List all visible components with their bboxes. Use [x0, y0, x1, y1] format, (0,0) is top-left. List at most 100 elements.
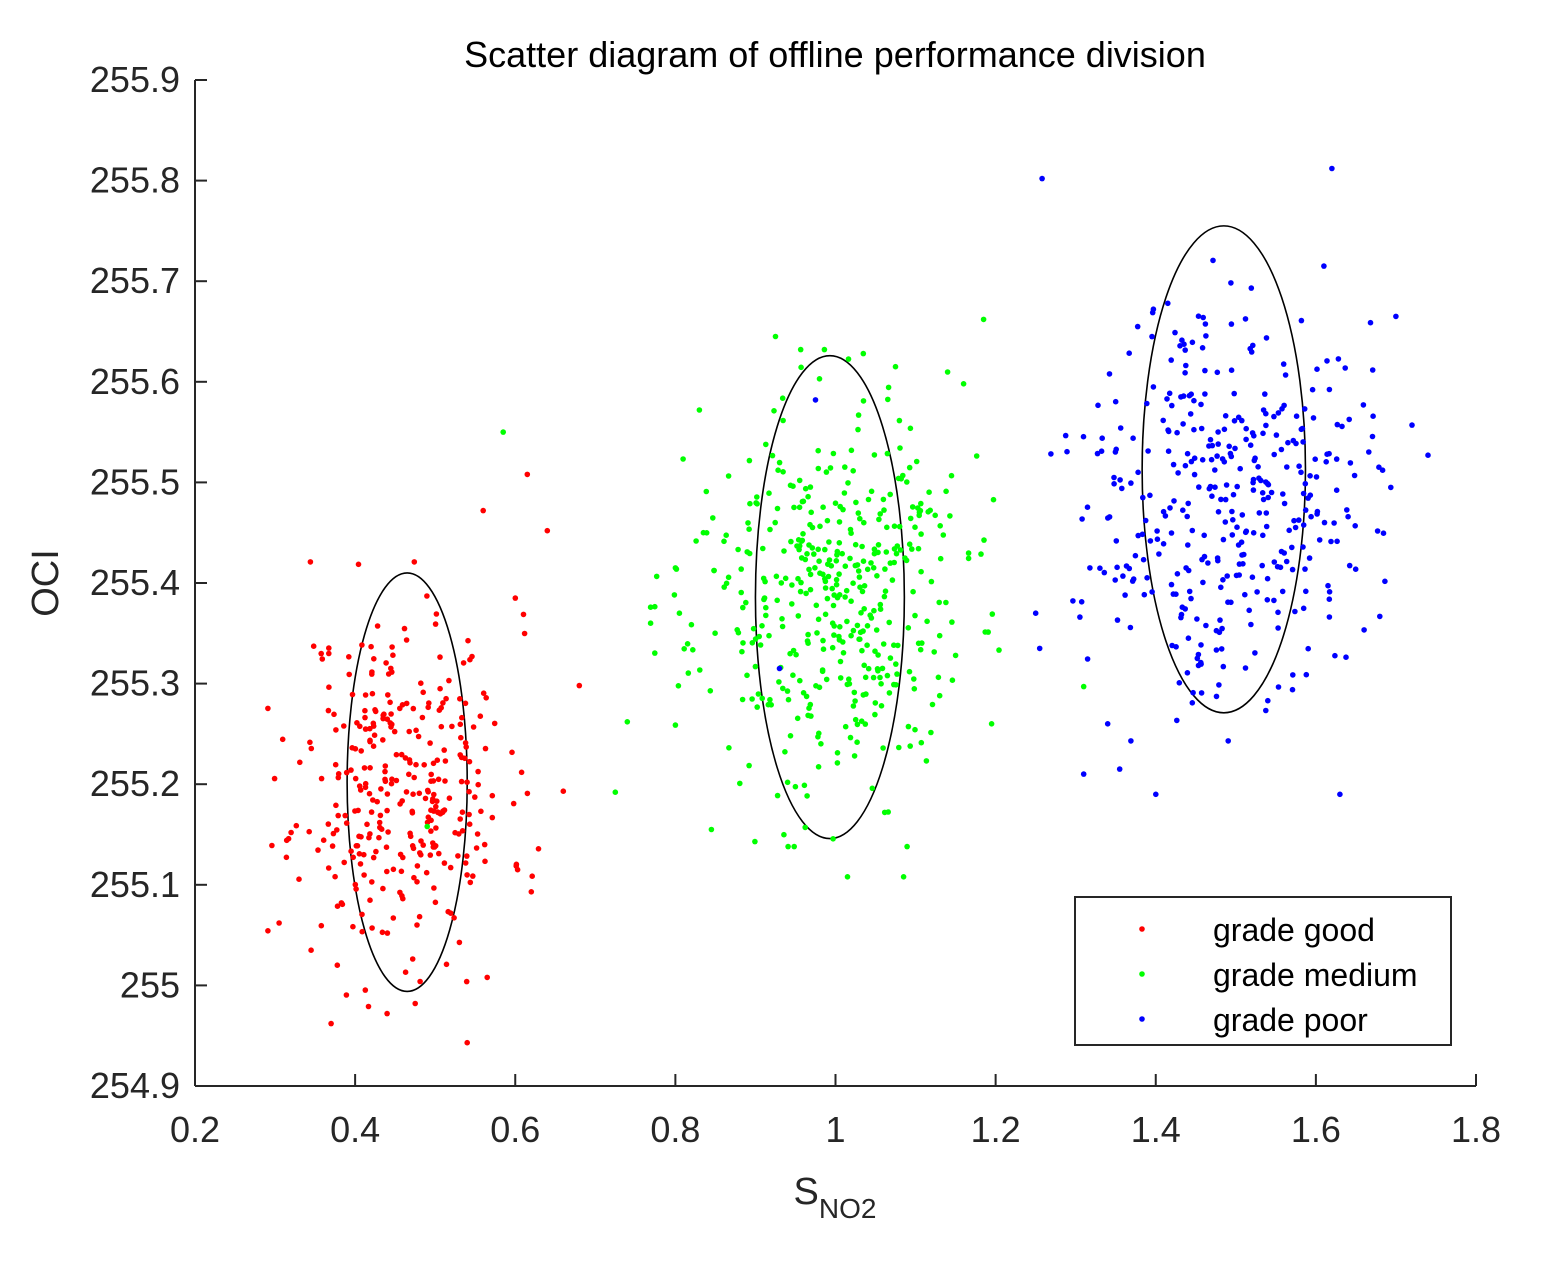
data-point-grade-poor	[1331, 520, 1337, 526]
data-point-grade-medium	[990, 496, 997, 503]
data-point-grade-good	[458, 778, 465, 785]
data-point-grade-medium	[915, 505, 921, 511]
x-tick-label: 0.6	[490, 1109, 540, 1150]
data-point-grade-poor	[1231, 418, 1238, 424]
data-point-grade-good	[356, 833, 362, 840]
data-point-grade-medium	[785, 843, 791, 850]
data-point-grade-good	[378, 786, 384, 792]
data-point-grade-poor	[1144, 575, 1150, 581]
data-point-grade-good	[472, 794, 478, 800]
data-point-grade-medium	[893, 661, 899, 667]
data-point-grade-good	[384, 930, 391, 936]
data-point-grade-medium	[840, 650, 847, 656]
data-point-grade-poor	[1203, 622, 1209, 629]
data-point-grade-poor	[1234, 524, 1240, 530]
data-point-grade-good	[428, 771, 435, 778]
legend-marker-poor	[1139, 1016, 1145, 1022]
data-point-grade-good	[366, 834, 372, 841]
data-point-grade-medium	[780, 469, 786, 475]
data-point-grade-poor	[1201, 553, 1208, 560]
data-point-grade-medium	[712, 630, 718, 636]
data-point-grade-poor	[1173, 644, 1179, 650]
data-point-grade-poor	[1208, 456, 1215, 463]
data-point-grade-medium	[824, 595, 831, 602]
data-point-grade-poor	[1149, 589, 1155, 595]
data-point-grade-good	[329, 843, 336, 849]
data-point-grade-medium	[759, 695, 765, 702]
data-point-grade-medium	[857, 584, 863, 590]
data-point-grade-poor	[1290, 437, 1297, 444]
data-point-grade-poor	[1409, 422, 1415, 428]
data-point-grade-poor	[1184, 513, 1190, 520]
data-point-grade-poor	[1314, 511, 1320, 517]
data-point-grade-good	[399, 702, 406, 708]
data-point-grade-medium	[855, 426, 861, 433]
y-tick-label: 255	[120, 964, 180, 1005]
data-point-grade-medium	[870, 565, 877, 571]
data-point-grade-poor	[1301, 406, 1308, 412]
data-point-grade-poor	[1264, 597, 1271, 603]
data-point-grade-poor	[1195, 651, 1202, 658]
data-point-grade-good	[544, 527, 551, 534]
data-point-grade-medium	[923, 758, 930, 764]
data-point-grade-poor	[1242, 591, 1248, 598]
data-point-grade-poor	[1032, 610, 1039, 616]
data-point-grade-poor	[1230, 491, 1237, 498]
data-point-grade-good	[413, 727, 419, 734]
data-point-grade-poor	[1265, 494, 1271, 501]
data-point-grade-good	[484, 974, 491, 981]
data-point-grade-poor	[1135, 532, 1141, 539]
data-point-grade-poor	[1380, 530, 1387, 536]
data-point-grade-medium	[868, 488, 875, 495]
data-point-grade-good	[416, 790, 423, 797]
data-point-grade-medium	[765, 701, 772, 708]
legend: grade good grade medium grade poor	[1074, 896, 1452, 1046]
data-point-grade-good	[421, 762, 428, 768]
data-point-grade-medium	[1080, 683, 1087, 690]
data-point-grade-medium	[826, 539, 832, 545]
data-point-grade-poor	[1299, 425, 1306, 432]
data-point-grade-poor	[1425, 452, 1431, 459]
data-point-grade-medium	[738, 589, 744, 596]
data-point-grade-medium	[740, 640, 746, 646]
data-point-grade-poor	[1275, 625, 1281, 631]
data-point-grade-poor	[1255, 464, 1261, 470]
data-point-grade-good	[352, 881, 359, 888]
data-point-grade-medium	[874, 573, 880, 579]
data-point-grade-medium	[775, 467, 781, 474]
data-point-grade-medium	[792, 783, 799, 790]
data-point-grade-medium	[845, 356, 852, 362]
data-point-grade-poor	[1198, 425, 1205, 432]
data-point-grade-medium	[882, 588, 889, 594]
data-point-grade-poor	[1369, 367, 1376, 373]
data-point-grade-good	[438, 705, 445, 711]
data-point-grade-medium	[860, 628, 866, 634]
data-point-grade-medium	[852, 541, 859, 548]
data-point-grade-medium	[805, 640, 811, 646]
data-point-grade-good	[370, 797, 376, 803]
data-point-grade-medium	[837, 658, 844, 665]
data-point-grade-poor	[1369, 433, 1376, 440]
data-point-grade-good	[371, 656, 377, 662]
data-point-grade-medium	[746, 457, 753, 464]
data-point-grade-medium	[937, 523, 943, 529]
data-point-grade-medium	[837, 675, 844, 681]
data-point-grade-medium	[846, 681, 853, 687]
data-point-grade-good	[446, 795, 453, 801]
data-point-grade-medium	[798, 364, 804, 371]
data-point-grade-medium	[864, 566, 871, 573]
data-point-grade-medium	[982, 629, 988, 635]
data-point-grade-medium	[878, 703, 885, 709]
data-point-grade-medium	[787, 482, 794, 489]
data-point-grade-medium	[782, 749, 788, 755]
data-point-grade-poor	[1247, 442, 1254, 449]
data-point-grade-poor	[1382, 578, 1388, 585]
data-point-grade-medium	[996, 647, 1002, 653]
data-point-grade-poor	[1361, 627, 1367, 633]
data-point-grade-medium	[797, 346, 804, 353]
legend-label-good: grade good	[1213, 912, 1375, 948]
data-point-grade-medium	[865, 496, 872, 503]
data-point-grade-medium	[850, 580, 856, 586]
data-point-grade-medium	[844, 874, 851, 880]
